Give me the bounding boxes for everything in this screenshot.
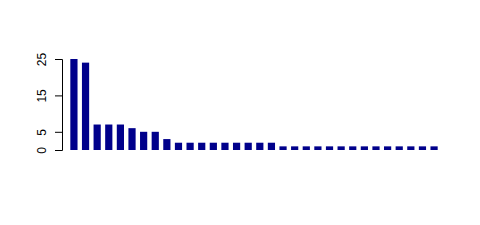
bar	[140, 132, 147, 150]
tick-label: 0	[35, 147, 49, 154]
bar	[349, 146, 356, 150]
bar	[163, 139, 170, 150]
tick-label: 5	[35, 129, 49, 136]
tick-mark	[55, 95, 62, 96]
bar	[361, 146, 368, 150]
bar	[338, 146, 345, 150]
bars	[70, 59, 437, 150]
bar	[256, 143, 263, 150]
bar	[372, 146, 379, 150]
tick-mark	[55, 132, 62, 133]
y-axis: 0 5 15 25	[35, 53, 63, 154]
bar	[221, 143, 228, 150]
bar	[94, 125, 101, 150]
bar	[152, 132, 159, 150]
bar	[198, 143, 205, 150]
bar	[407, 146, 414, 150]
bar	[268, 143, 275, 150]
bar	[105, 125, 112, 150]
bar	[326, 146, 333, 150]
bar	[210, 143, 217, 150]
bar	[128, 128, 135, 150]
tick: 25	[35, 53, 62, 67]
chart: 0 5 15 25	[0, 0, 480, 225]
bar	[82, 63, 89, 150]
bar	[117, 125, 124, 150]
bar	[187, 143, 194, 150]
bar	[245, 143, 252, 150]
bar	[419, 146, 426, 150]
tick: 15	[35, 89, 62, 103]
bar	[303, 146, 310, 150]
tick: 0	[35, 147, 62, 154]
bar	[291, 146, 298, 150]
tick-label: 25	[35, 53, 49, 67]
bar	[70, 59, 77, 150]
bar	[396, 146, 403, 150]
bar	[233, 143, 240, 150]
axis-line	[55, 60, 63, 151]
bar	[430, 146, 437, 150]
tick-label: 15	[35, 89, 49, 103]
bar	[279, 146, 286, 150]
tick: 5	[35, 129, 62, 136]
tick-mark	[55, 150, 62, 151]
bar	[175, 143, 182, 150]
tick-mark	[55, 59, 62, 60]
bar	[384, 146, 391, 150]
bar	[314, 146, 321, 150]
